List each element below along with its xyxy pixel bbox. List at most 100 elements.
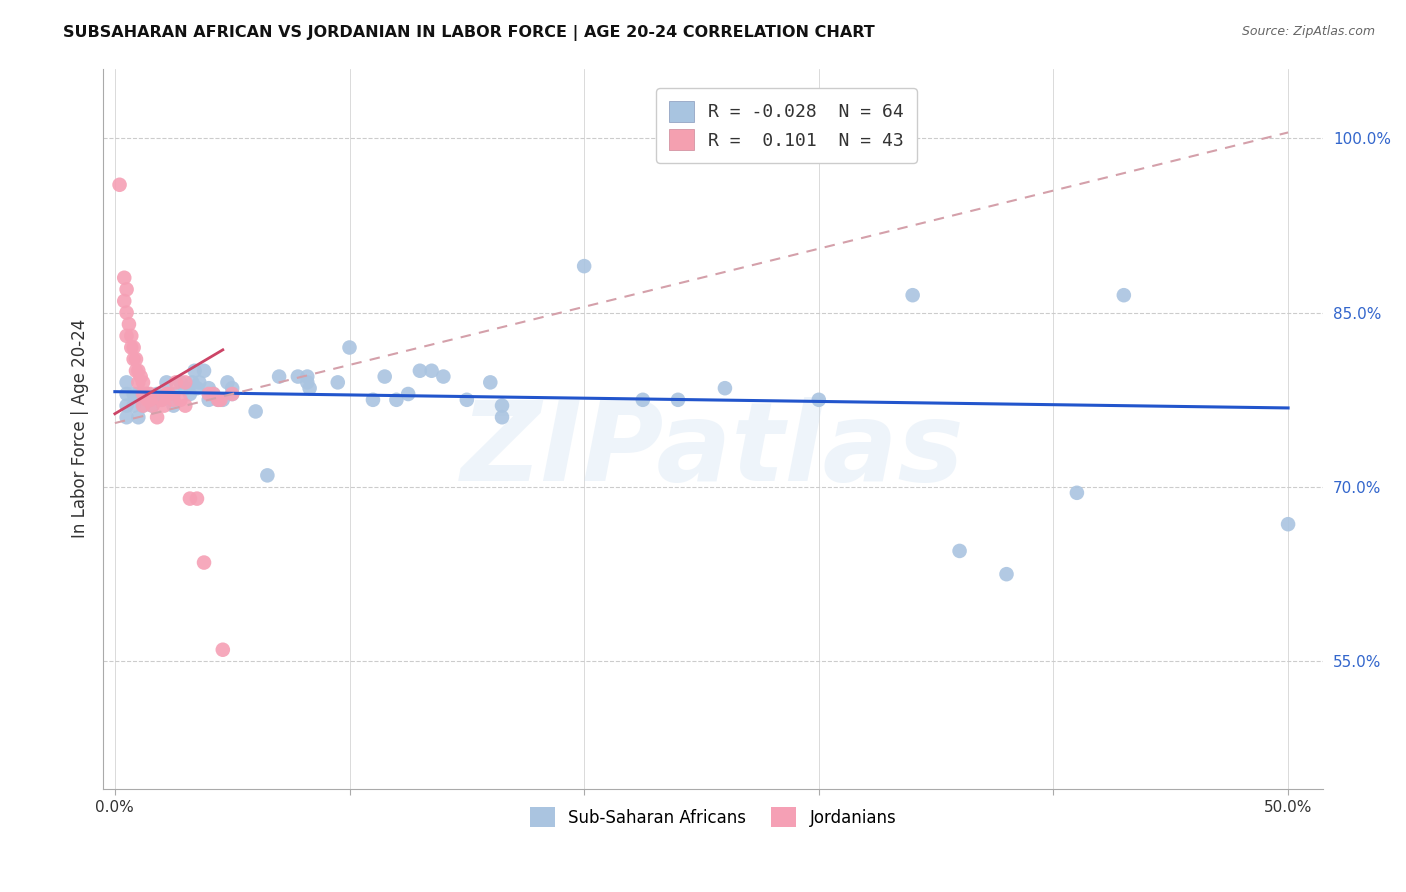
Point bbox=[165, 376, 187, 390]
Point bbox=[132, 376, 155, 390]
Point bbox=[115, 305, 138, 319]
Point bbox=[129, 369, 152, 384]
Point bbox=[169, 376, 191, 390]
Legend: Sub-Saharan Africans, Jordanians: Sub-Saharan Africans, Jordanians bbox=[522, 799, 904, 835]
Point bbox=[108, 178, 131, 192]
Point bbox=[186, 491, 208, 506]
Point bbox=[112, 293, 135, 308]
Point bbox=[134, 387, 156, 401]
Y-axis label: In Labor Force | Age 20-24: In Labor Force | Age 20-24 bbox=[72, 319, 89, 539]
Point bbox=[221, 387, 243, 401]
Point bbox=[193, 556, 215, 570]
Point bbox=[207, 392, 229, 407]
Point bbox=[115, 282, 138, 296]
Point bbox=[127, 410, 149, 425]
Point bbox=[374, 369, 396, 384]
Point bbox=[139, 392, 162, 407]
Point bbox=[396, 387, 419, 401]
Point bbox=[139, 387, 162, 401]
Point bbox=[432, 369, 454, 384]
Point bbox=[153, 399, 176, 413]
Text: Source: ZipAtlas.com: Source: ZipAtlas.com bbox=[1241, 25, 1375, 38]
Point bbox=[183, 364, 205, 378]
Point bbox=[491, 410, 513, 425]
Point bbox=[186, 381, 208, 395]
Point bbox=[269, 369, 291, 384]
Point bbox=[1066, 485, 1088, 500]
Point bbox=[141, 399, 163, 413]
Point bbox=[118, 318, 141, 332]
Point bbox=[115, 399, 138, 413]
Point bbox=[326, 376, 349, 390]
Point bbox=[150, 392, 173, 407]
Point bbox=[211, 392, 233, 407]
Point bbox=[202, 387, 225, 401]
Point bbox=[948, 544, 970, 558]
Point bbox=[297, 376, 319, 390]
Point bbox=[207, 392, 229, 407]
Point bbox=[491, 399, 513, 413]
Text: ZIPatlas: ZIPatlas bbox=[461, 397, 965, 504]
Point bbox=[122, 341, 145, 355]
Point bbox=[132, 399, 155, 413]
Point bbox=[409, 364, 432, 378]
Point bbox=[155, 387, 177, 401]
Point bbox=[221, 387, 243, 401]
Point bbox=[127, 376, 149, 390]
Point bbox=[146, 387, 169, 401]
Point bbox=[197, 392, 219, 407]
Point bbox=[714, 381, 737, 395]
Point bbox=[122, 352, 145, 367]
Text: SUBSAHARAN AFRICAN VS JORDANIAN IN LABOR FORCE | AGE 20-24 CORRELATION CHART: SUBSAHARAN AFRICAN VS JORDANIAN IN LABOR… bbox=[63, 25, 875, 41]
Point bbox=[197, 381, 219, 395]
Point bbox=[217, 376, 239, 390]
Point bbox=[211, 642, 233, 657]
Point bbox=[112, 270, 135, 285]
Point bbox=[136, 392, 159, 407]
Point bbox=[139, 392, 162, 407]
Point bbox=[1112, 288, 1135, 302]
Point bbox=[572, 259, 595, 273]
Point bbox=[361, 392, 384, 407]
Point bbox=[150, 392, 173, 407]
Point bbox=[115, 329, 138, 343]
Point bbox=[141, 399, 163, 413]
Point bbox=[122, 387, 145, 401]
Point bbox=[197, 387, 219, 401]
Point bbox=[132, 387, 155, 401]
Point bbox=[901, 288, 924, 302]
Point bbox=[162, 392, 184, 407]
Point bbox=[256, 468, 278, 483]
Point bbox=[174, 399, 197, 413]
Point bbox=[807, 392, 830, 407]
Point bbox=[162, 399, 184, 413]
Point bbox=[122, 399, 145, 413]
Point bbox=[127, 387, 149, 401]
Point bbox=[155, 376, 177, 390]
Point bbox=[221, 381, 243, 395]
Point bbox=[456, 392, 478, 407]
Point bbox=[127, 364, 149, 378]
Point bbox=[174, 376, 197, 390]
Point bbox=[174, 381, 197, 395]
Point bbox=[115, 387, 138, 401]
Point bbox=[631, 392, 654, 407]
Point bbox=[179, 491, 201, 506]
Point bbox=[202, 387, 225, 401]
Point bbox=[1277, 517, 1299, 532]
Point bbox=[479, 376, 502, 390]
Point bbox=[181, 376, 204, 390]
Point bbox=[188, 376, 211, 390]
Point bbox=[120, 329, 142, 343]
Point bbox=[162, 387, 184, 401]
Point bbox=[193, 364, 215, 378]
Point bbox=[146, 410, 169, 425]
Point bbox=[179, 387, 201, 401]
Point bbox=[132, 399, 155, 413]
Point bbox=[115, 410, 138, 425]
Point bbox=[245, 404, 267, 418]
Point bbox=[125, 352, 148, 367]
Point bbox=[209, 392, 232, 407]
Point bbox=[169, 392, 191, 407]
Point bbox=[115, 376, 138, 390]
